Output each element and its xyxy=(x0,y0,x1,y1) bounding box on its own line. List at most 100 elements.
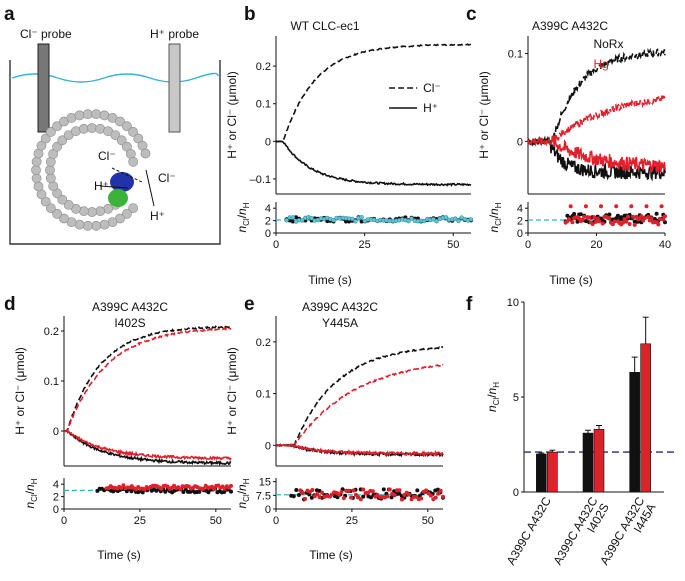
lipid-head xyxy=(91,109,102,120)
ratio-point xyxy=(615,213,620,218)
ratio-point xyxy=(415,488,420,493)
y-tick-label: 15 xyxy=(259,477,271,489)
y-tick-label: 0 xyxy=(53,504,59,516)
panel-c-xlabel: Time (s) xyxy=(549,273,593,287)
bar-norx xyxy=(629,371,640,493)
ratio-point xyxy=(597,219,602,224)
ratio-point xyxy=(656,222,661,227)
ratio-point xyxy=(631,214,635,219)
h-outside-label: H⁺ xyxy=(150,209,165,223)
ratio-point xyxy=(387,487,392,492)
legend-label-1: Hg xyxy=(593,57,608,71)
cl-inside-label: Cl⁻ xyxy=(98,149,116,163)
ratio-point xyxy=(443,215,449,220)
ratio-point xyxy=(181,490,186,494)
lipid-head xyxy=(133,133,144,144)
ratio-point xyxy=(419,496,424,501)
lipid-head xyxy=(128,126,138,137)
lipid-head xyxy=(116,135,127,146)
ratio-point xyxy=(206,490,211,495)
h-inward-arrow xyxy=(99,185,129,189)
ratio-point xyxy=(331,217,336,223)
trace-hg-h- xyxy=(275,443,444,458)
y-tick-label: 2 xyxy=(517,216,523,228)
ratio-point xyxy=(567,217,571,222)
ratio-point xyxy=(320,490,325,495)
x-tick-label: 50 xyxy=(210,515,222,527)
panel-b-title: WT CLC-ec1 xyxy=(290,19,359,33)
panel-b-xlabel: Time (s) xyxy=(308,273,352,287)
ratio-point xyxy=(649,216,654,221)
panel-b-ratio-ylabel: nCl/nH xyxy=(235,202,251,232)
ratio-point xyxy=(361,494,366,499)
ratio-point xyxy=(381,487,386,492)
lipid-head xyxy=(91,220,102,231)
ratio-point xyxy=(159,486,164,491)
trace-hg-cl- xyxy=(527,93,666,146)
x-tick-label: 25 xyxy=(346,515,358,527)
ratio-point xyxy=(359,214,364,220)
ratio-point xyxy=(294,488,299,492)
panel-e-top-axes: 0.2 0.1 0 xyxy=(256,316,444,467)
lipid-head xyxy=(87,123,97,133)
lipid-head xyxy=(99,219,110,230)
legend-label-0: NoRx xyxy=(593,37,623,51)
ratio-point xyxy=(587,215,592,220)
ratio-point xyxy=(614,204,619,209)
ratio-point xyxy=(583,219,588,224)
ratio-point xyxy=(344,219,348,224)
ratio-point xyxy=(197,489,202,494)
cl-outside-label: Cl⁻ xyxy=(158,171,176,185)
h-probe-label: H⁺ probe xyxy=(150,27,199,41)
lipid-head xyxy=(31,156,42,167)
ratio-point xyxy=(624,219,629,224)
lipid-head xyxy=(31,173,42,184)
ratio-point xyxy=(592,215,597,220)
ratio-point xyxy=(612,219,617,224)
x-tick-label: 25 xyxy=(134,515,146,527)
ratio-point xyxy=(406,218,411,224)
ratio-point xyxy=(468,217,474,222)
ratio-point xyxy=(309,215,314,221)
panel-d-title: A399C A432C xyxy=(92,300,168,314)
panel-label-b: b xyxy=(244,4,256,25)
ratio-point xyxy=(456,218,461,224)
ratio-point xyxy=(349,495,354,500)
ratio-point xyxy=(629,204,634,209)
ratio-point xyxy=(370,489,375,494)
ratio-point xyxy=(644,204,649,209)
panel-e-bottom-axes: 157.5 00 25 50 xyxy=(256,477,445,527)
ratio-point xyxy=(570,220,575,225)
trace-hg-h- xyxy=(63,428,232,461)
panel-d-ratio-ylabel: nCl/nH xyxy=(23,478,39,508)
x-tick-label: 0 xyxy=(525,239,531,251)
lipid-head xyxy=(52,121,62,132)
ratio-point xyxy=(287,218,292,223)
x-tick-label: 0 xyxy=(273,239,279,251)
ratio-point xyxy=(407,492,412,497)
ratio-point xyxy=(300,491,305,495)
lipid-head xyxy=(45,165,55,175)
ratio-point xyxy=(434,218,439,224)
ratio-point xyxy=(583,204,588,209)
y-tick-label: 0 xyxy=(517,136,523,148)
trace-hg-cl- xyxy=(63,326,232,433)
y-tick-label: 0.2 xyxy=(256,337,271,349)
x-tick-label: 0 xyxy=(273,515,279,527)
ratio-point xyxy=(409,216,414,221)
y-tick-label: 0.2 xyxy=(44,326,59,338)
ratio-point xyxy=(632,222,637,227)
y-tick-label: 0 xyxy=(517,228,523,240)
trace-norx-h- xyxy=(63,429,232,466)
panel-b-top-axes: 0.2 0.1 0 –0.1 xyxy=(250,36,472,195)
lipid-head xyxy=(78,123,89,134)
y-tick-label: 0.1 xyxy=(256,389,271,401)
ratio-point xyxy=(421,218,427,224)
panel-label-e: e xyxy=(244,294,255,315)
ratio-point xyxy=(212,487,217,492)
y-tick-label: 0 xyxy=(265,504,271,516)
lipid-head xyxy=(40,196,51,207)
